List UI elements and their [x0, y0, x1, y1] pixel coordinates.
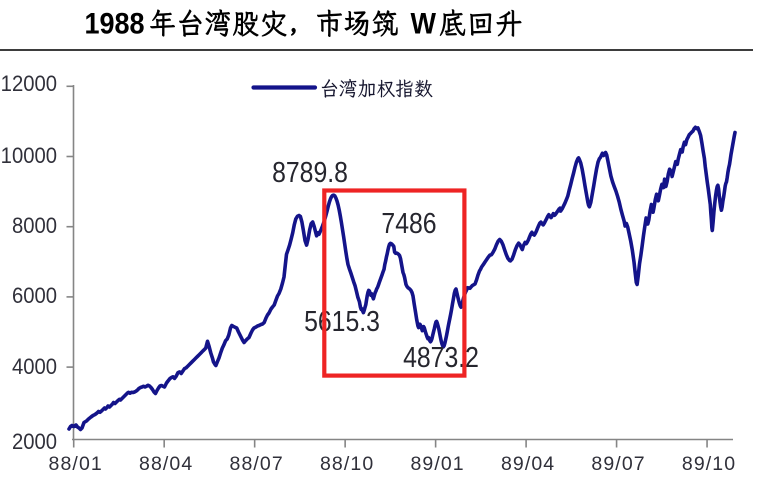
- svg-text:1988: 1988: [85, 7, 145, 41]
- svg-text:W: W: [411, 7, 437, 41]
